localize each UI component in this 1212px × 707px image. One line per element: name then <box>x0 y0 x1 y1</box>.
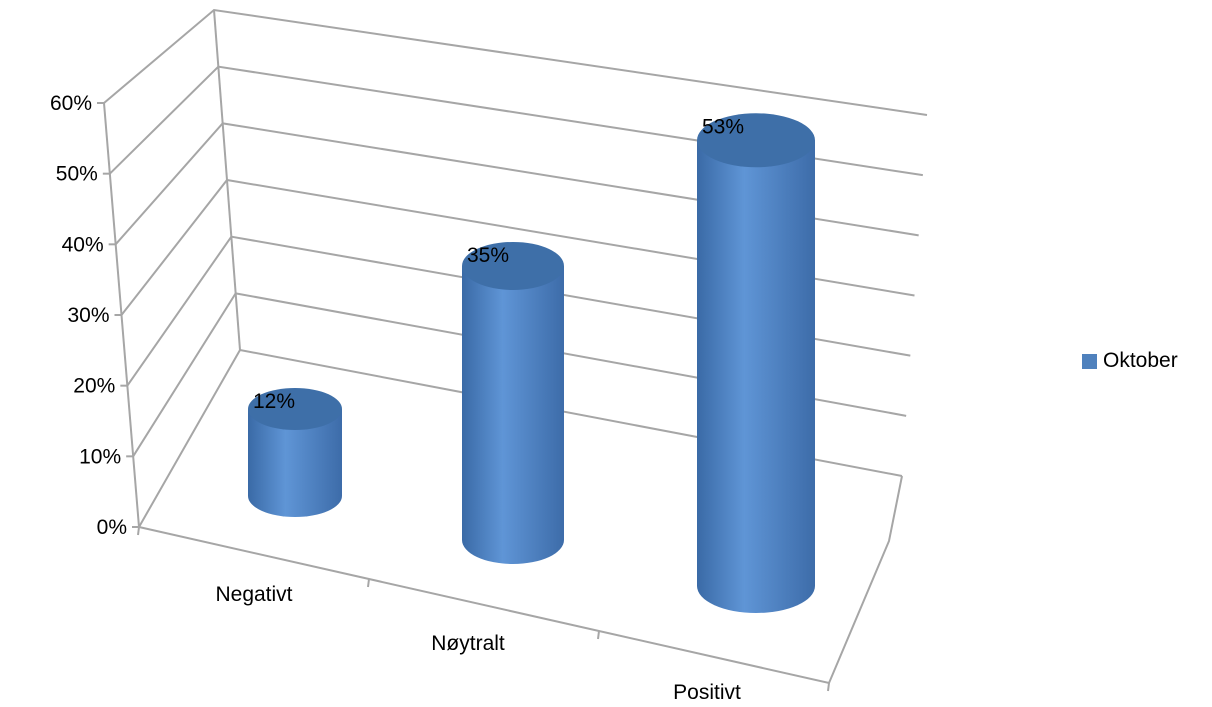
data-label: 12% <box>253 390 295 413</box>
y-tick-label: 60% <box>50 92 92 115</box>
y-axis-ticks: 0% 10% 20% 30% 40% 50% 60% <box>50 92 139 539</box>
bar-top <box>697 113 815 168</box>
bar-top <box>248 388 342 430</box>
bars <box>248 113 815 613</box>
legend-label: Oktober <box>1103 349 1178 372</box>
data-label: 53% <box>702 115 744 138</box>
y-tick-label: 0% <box>97 516 127 539</box>
bar <box>462 241 564 564</box>
bar <box>697 113 815 613</box>
floor-edge <box>138 475 903 685</box>
x-axis-labels: Negativt Nøytralt Positivt <box>215 583 741 704</box>
x-tick <box>827 682 830 692</box>
y-tick-label: 30% <box>67 304 109 327</box>
chart-floor <box>137 475 903 692</box>
x-tick <box>597 630 600 640</box>
x-tick <box>367 578 370 588</box>
y-tick-label: 20% <box>73 375 115 398</box>
bar-top <box>462 241 564 290</box>
gridline <box>103 8 928 116</box>
x-tick-label: Positivt <box>673 681 741 704</box>
y-tick-label: 40% <box>62 233 104 256</box>
x-tick <box>137 526 140 536</box>
y-tick-label: 50% <box>56 163 98 186</box>
bar-body <box>462 265 564 564</box>
bar-body <box>248 409 342 517</box>
x-tick-label: Negativt <box>215 583 292 606</box>
bar <box>248 388 342 517</box>
data-label: 35% <box>467 244 509 267</box>
x-tick-label: Nøytralt <box>431 632 505 655</box>
data-labels: 12% 35% 53% <box>253 115 744 413</box>
legend-swatch <box>1082 353 1097 369</box>
gridlines <box>103 8 928 528</box>
wall-edge <box>213 9 241 351</box>
legend: Oktober <box>1082 349 1178 373</box>
bar-body <box>697 140 815 613</box>
y-tick-label: 10% <box>79 445 121 468</box>
